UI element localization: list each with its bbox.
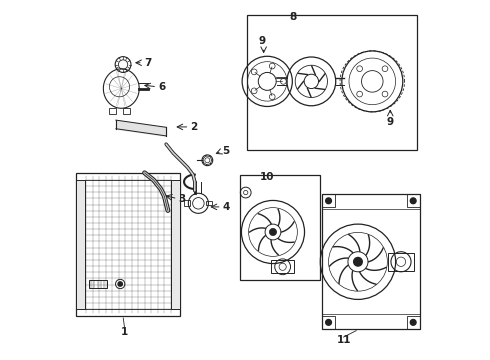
Text: 3: 3: [179, 194, 186, 204]
Bar: [89, 280, 107, 288]
Circle shape: [326, 319, 331, 325]
Bar: [76, 180, 85, 309]
Circle shape: [118, 282, 122, 286]
Text: 9: 9: [258, 36, 266, 46]
Circle shape: [410, 319, 416, 325]
Bar: [247, 15, 417, 149]
Text: 2: 2: [191, 122, 198, 132]
Bar: [109, 108, 116, 114]
Bar: [184, 201, 191, 206]
Text: 9: 9: [387, 117, 394, 126]
Circle shape: [270, 228, 276, 235]
Text: 10: 10: [260, 172, 274, 182]
Text: 7: 7: [144, 58, 151, 68]
Text: 1: 1: [121, 327, 128, 337]
Text: 4: 4: [223, 202, 230, 212]
Circle shape: [410, 198, 416, 204]
Circle shape: [326, 198, 331, 204]
Text: 11: 11: [336, 334, 351, 345]
Bar: [407, 316, 419, 329]
Text: 6: 6: [158, 82, 166, 92]
Bar: [271, 260, 294, 273]
Bar: [240, 175, 320, 280]
Text: 8: 8: [290, 12, 297, 22]
Bar: [206, 201, 212, 206]
Text: 5: 5: [222, 146, 230, 156]
Bar: [76, 173, 180, 316]
Bar: [123, 108, 130, 114]
Bar: [389, 253, 414, 271]
Bar: [172, 180, 180, 309]
Circle shape: [354, 257, 362, 266]
Bar: [407, 194, 419, 207]
Bar: [322, 316, 335, 329]
Bar: [322, 194, 335, 207]
Bar: [322, 194, 419, 329]
